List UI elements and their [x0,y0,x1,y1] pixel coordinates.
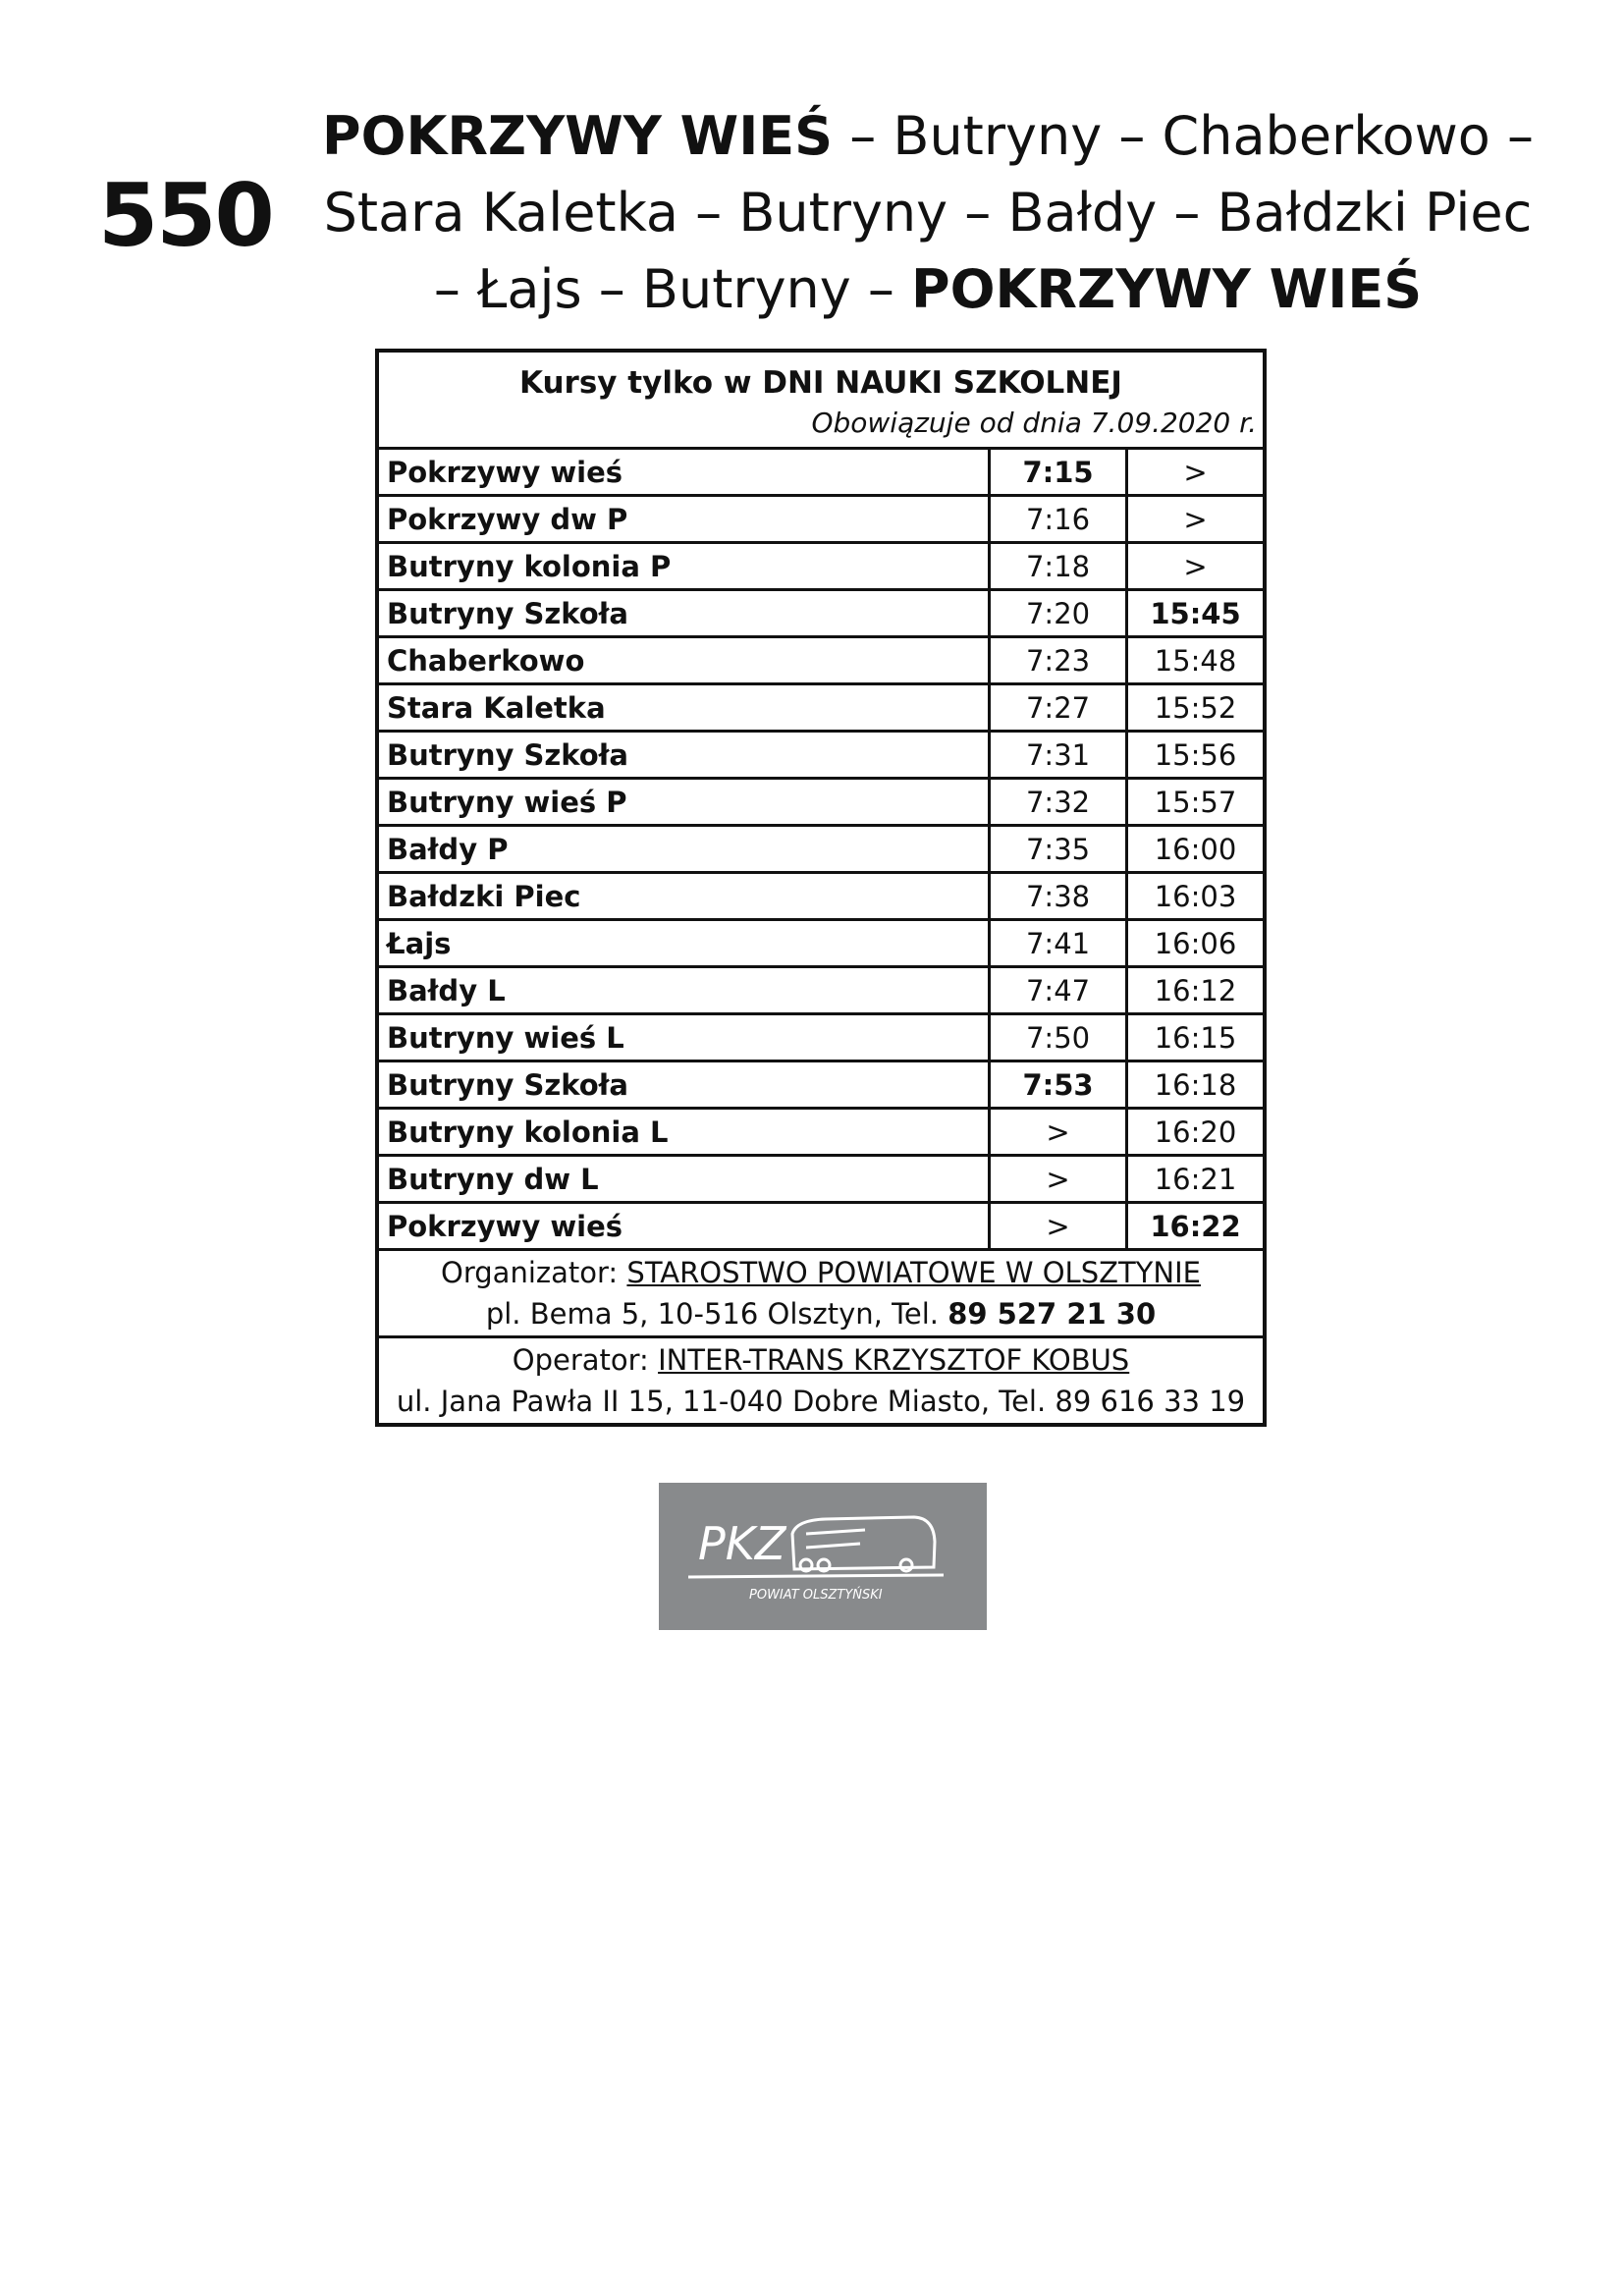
operator-address: ul. Jana Pawła II 15, 11-040 Dobre Miast… [396,1385,1246,1418]
departure-course-1: > [988,1107,1129,1157]
stop-name: Pokrzywy dw P [375,494,992,544]
route-start: POKRZYWY WIEŚ [322,105,834,167]
departure-course-1: 7:15 [988,447,1129,497]
departure-course-1: 7:32 [988,777,1129,827]
departure-course-1: > [988,1201,1129,1251]
departure-course-2: 15:57 [1125,777,1267,827]
stop-name: Bałdy L [375,965,992,1015]
route-title: POKRZYWY WIEŚ – Butryny – Chaberkowo – S… [304,98,1551,328]
departure-course-1: 7:20 [988,588,1129,638]
table-row: Pokrzywy dw P 7:16 > [375,494,1267,544]
route-number: 550 [98,165,275,266]
timetable-header: Kursy tylko w DNI NAUKI SZKOLNEJ Obowiąz… [375,349,1267,450]
departure-course-2: > [1125,541,1267,591]
departure-course-2: 16:20 [1125,1107,1267,1157]
table-row: Stara Kaletka 7:27 15:52 [375,682,1267,733]
stop-name: Butryny kolonia L [375,1107,992,1157]
departure-course-1: 7:23 [988,635,1129,685]
table-row: Bałdzki Piec 7:38 16:03 [375,871,1267,921]
departure-course-2: 16:22 [1125,1201,1267,1251]
table-row: Butryny kolonia L >16:20 [375,1107,1267,1157]
table-row: Pokrzywy wieś >16:22 [375,1201,1267,1251]
pkz-logo: PKZ POWIAT OLSZTYŃSKI [659,1483,987,1630]
departure-course-2: 16:21 [1125,1154,1267,1204]
table-row: Butryny Szkoła 7:31 15:56 [375,730,1267,780]
table-row: Butryny dw L >16:21 [375,1154,1267,1204]
operator-name: INTER-TRANS KRZYSZTOF KOBUS [658,1343,1130,1377]
pkz-bus-logo-icon: PKZ POWIAT OLSZTYŃSKI [687,1515,945,1603]
departure-course-2: 16:15 [1125,1012,1267,1062]
timetable-heading: Kursy tylko w DNI NAUKI SZKOLNEJ [519,364,1122,401]
departure-course-1: 7:27 [988,682,1129,733]
table-row: Butryny wieś L 7:50 16:15 [375,1012,1267,1062]
table-row: Bałdy P 7:35 16:00 [375,824,1267,874]
stop-name: Pokrzywy wieś [375,1201,992,1251]
organizer-name: STAROSTWO POWIATOWE W OLSZTYNIE [626,1256,1201,1289]
stop-name: Butryny kolonia P [375,541,992,591]
departure-course-1: 7:53 [988,1060,1129,1110]
table-row: Bałdy L 7:47 16:12 [375,965,1267,1015]
stop-name: Butryny Szkoła [375,588,992,638]
table-row: Butryny Szkoła 7:20 15:45 [375,588,1267,638]
departure-course-2: 16:12 [1125,965,1267,1015]
table-row: Chaberkowo 7:23 15:48 [375,635,1267,685]
departure-course-1: 7:47 [988,965,1129,1015]
departure-course-2: 15:45 [1125,588,1267,638]
departure-course-2: > [1125,447,1267,497]
departure-course-2: 15:56 [1125,730,1267,780]
route-title-part: – Łajs – Butryny – [433,258,912,320]
departure-course-1: 7:31 [988,730,1129,780]
route-title-part: – Butryny – Chaberkowo – [833,105,1534,167]
departure-course-1: 7:18 [988,541,1129,591]
organizer-phone: 89 527 21 30 [947,1297,1157,1331]
stop-name: Butryny wieś L [375,1012,992,1062]
table-row: Butryny Szkoła 7:53 16:18 [375,1060,1267,1110]
departure-course-1: 7:16 [988,494,1129,544]
stop-name: Bałdy P [375,824,992,874]
table-row: Pokrzywy wieś 7:15 > [375,447,1267,497]
svg-text:PKZ: PKZ [698,1517,787,1570]
departure-course-1: 7:38 [988,871,1129,921]
operator-row: Operator: INTER-TRANS KRZYSZTOF KOBUS ul.… [375,1335,1267,1427]
stop-name: Butryny wieś P [375,777,992,827]
departure-course-1: 7:41 [988,918,1129,968]
stop-name: Stara Kaletka [375,682,992,733]
organizer-row: Organizator: STAROSTWO POWIATOWE W OLSZT… [375,1248,1267,1338]
departure-course-2: 16:03 [1125,871,1267,921]
stop-name: Butryny Szkoła [375,1060,992,1110]
table-row: Łajs 7:41 16:06 [375,918,1267,968]
valid-from: Obowiązuje od dnia 7.09.2020 r. [811,406,1257,439]
stop-name: Pokrzywy wieś [375,447,992,497]
route-end: POKRZYWY WIEŚ [911,258,1423,320]
departure-course-1: > [988,1154,1129,1204]
departure-course-1: 7:35 [988,824,1129,874]
route-title-part: Stara Kaletka – Butryny – Bałdy – Bałdzk… [323,182,1533,244]
departure-course-2: 16:06 [1125,918,1267,968]
stop-name: Łajs [375,918,992,968]
timetable: Kursy tylko w DNI NAUKI SZKOLNEJ Obowiąz… [375,349,1267,1427]
stop-name: Bałdzki Piec [375,871,992,921]
stop-name: Butryny dw L [375,1154,992,1204]
stop-name: Butryny Szkoła [375,730,992,780]
organizer-info: Organizator: STAROSTWO POWIATOWE W OLSZT… [375,1248,1267,1338]
departure-course-2: > [1125,494,1267,544]
svg-text:POWIAT OLSZTYŃSKI: POWIAT OLSZTYŃSKI [749,1587,883,1603]
departure-course-2: 16:18 [1125,1060,1267,1110]
table-row: Butryny kolonia P 7:18 > [375,541,1267,591]
stop-name: Chaberkowo [375,635,992,685]
departure-course-2: 15:52 [1125,682,1267,733]
organizer-address: pl. Bema 5, 10-516 Olsztyn, Tel. [485,1297,948,1331]
operator-label: Operator: [512,1343,659,1377]
operator-info: Operator: INTER-TRANS KRZYSZTOF KOBUS ul.… [375,1335,1267,1427]
departure-course-1: 7:50 [988,1012,1129,1062]
departure-course-2: 15:48 [1125,635,1267,685]
departure-course-2: 16:00 [1125,824,1267,874]
organizer-label: Organizator: [441,1256,627,1289]
table-row: Butryny wieś P 7:32 15:57 [375,777,1267,827]
